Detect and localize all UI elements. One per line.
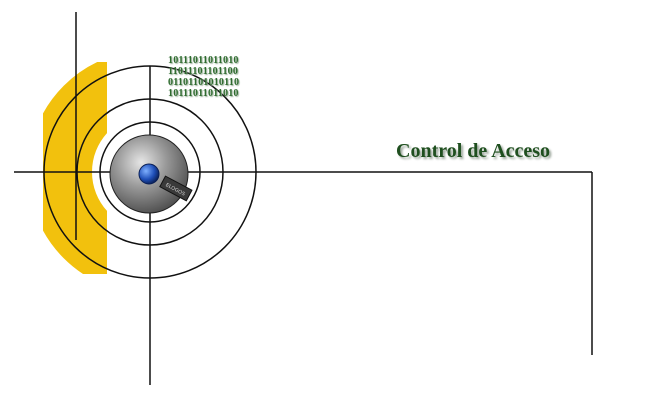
binary-code-block: 10111011011010 11011101101100 0110110101… — [168, 55, 258, 99]
knob-blue-dot — [138, 163, 160, 185]
binary-line: 01101101010110 — [168, 77, 240, 88]
binary-line: 11011101101100 — [168, 66, 239, 77]
binary-line: 10111011011010 — [168, 88, 239, 99]
page-title: Control de Acceso — [396, 140, 551, 162]
binary-line: 10111011011010 — [168, 55, 239, 66]
